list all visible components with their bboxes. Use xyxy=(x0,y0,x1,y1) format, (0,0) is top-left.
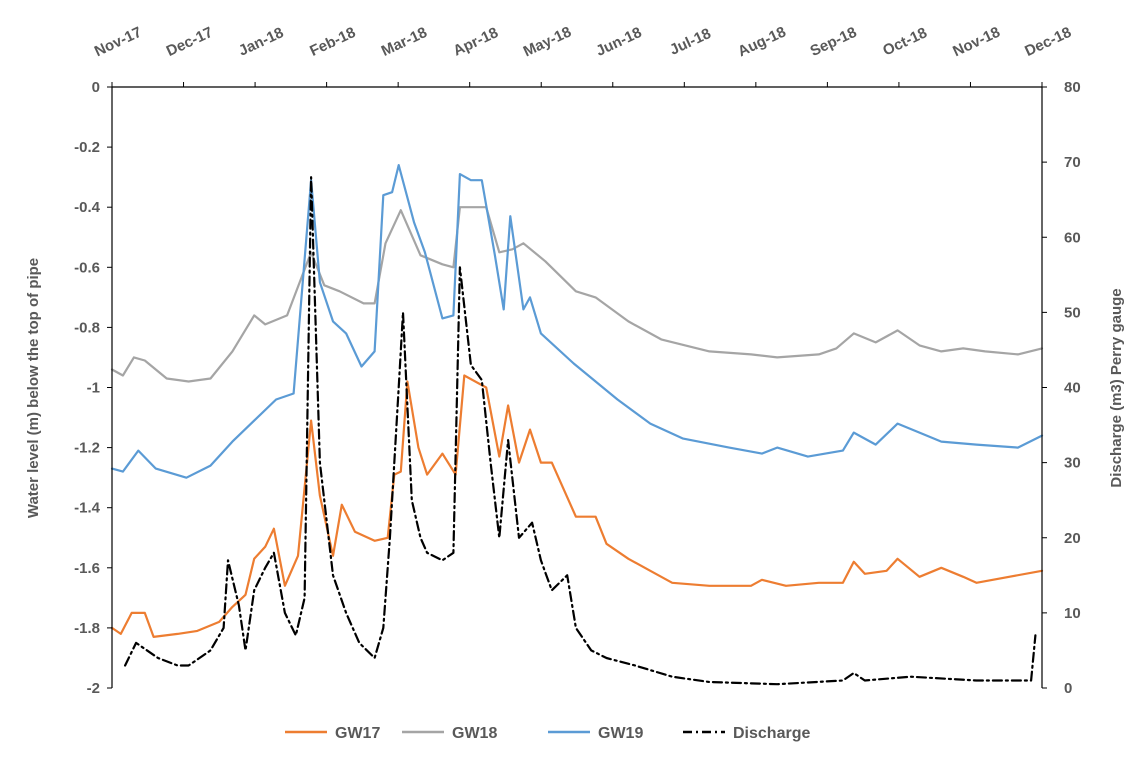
top-tick-label: Dec-18 xyxy=(1022,24,1074,60)
right-tick-label: 50 xyxy=(1064,304,1081,321)
left-tick-label: -0.2 xyxy=(74,139,100,156)
top-tick-label: Oct-18 xyxy=(880,24,929,59)
top-tick-label: Sep-18 xyxy=(808,24,860,60)
top-tick-label: Apr-18 xyxy=(451,24,501,59)
left-axis-title: Water level (m) below the top of pipe xyxy=(25,258,42,518)
right-tick-label: 70 xyxy=(1064,154,1081,171)
legend-label-gw18: GW18 xyxy=(452,725,497,742)
right-tick-label: 40 xyxy=(1064,380,1081,397)
left-tick-label: -1 xyxy=(87,380,100,397)
series-line-gw17 xyxy=(110,374,1044,639)
top-tick-label: Jun-18 xyxy=(593,24,644,60)
top-tick-label: Feb-18 xyxy=(307,24,358,60)
series-line-gw19 xyxy=(110,164,1044,479)
right-tick-label: 10 xyxy=(1064,605,1081,622)
series-line-gw18 xyxy=(110,206,1044,383)
legend-label-discharge: Discharge xyxy=(733,725,810,742)
right-tick-label: 0 xyxy=(1064,680,1072,697)
right-tick-label: 30 xyxy=(1064,455,1081,472)
left-tick-label: -0.4 xyxy=(74,199,101,216)
plot-area xyxy=(110,164,1044,686)
right-tick-label: 80 xyxy=(1064,79,1081,96)
legend-label-gw19: GW19 xyxy=(598,725,643,742)
left-tick-label: -2 xyxy=(87,680,100,697)
top-tick-label: Mar-18 xyxy=(379,24,430,60)
top-tick-label: Nov-18 xyxy=(950,24,1003,61)
left-tick-label: -0.6 xyxy=(74,259,100,276)
right-axis-title: Discharge (m3) Perry gauge xyxy=(1108,288,1125,487)
top-tick-label: Jan-18 xyxy=(236,24,286,59)
left-tick-label: 0 xyxy=(92,79,100,96)
top-tick-label: Jul-18 xyxy=(667,25,713,59)
left-tick-label: -1.6 xyxy=(74,560,100,577)
legend: GW17 GW18 GW19 Discharge xyxy=(285,725,810,742)
top-tick-label: Aug-18 xyxy=(735,23,788,60)
right-tick-label: 20 xyxy=(1064,530,1081,547)
left-tick-label: -1.8 xyxy=(74,620,100,637)
right-tick-label: 60 xyxy=(1064,229,1081,246)
series-line-discharge xyxy=(123,176,1037,686)
left-tick-label: -0.8 xyxy=(74,319,100,336)
left-tick-label: -1.2 xyxy=(74,440,100,457)
top-tick-label: Dec-17 xyxy=(164,24,216,60)
top-tick-label: May-18 xyxy=(521,23,574,60)
left-tick-label: -1.4 xyxy=(74,500,101,517)
legend-label-gw17: GW17 xyxy=(335,725,380,742)
top-tick-label: Nov-17 xyxy=(92,24,145,61)
